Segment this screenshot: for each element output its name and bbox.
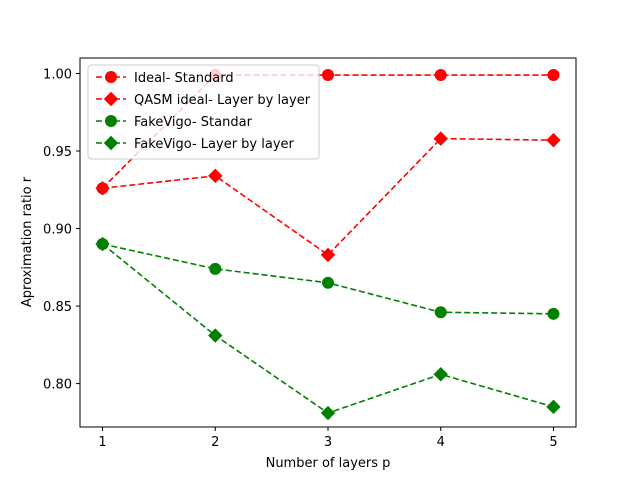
data-point — [546, 132, 561, 148]
series-2 — [95, 131, 561, 263]
legend-label: FakeVigo- Standar — [134, 115, 253, 130]
legend-item: QASM ideal- Layer by layer — [96, 91, 311, 108]
data-point — [95, 181, 110, 196]
legend-label: QASM ideal- Layer by layer — [134, 93, 311, 108]
legend-marker — [103, 135, 119, 151]
x-tick-label: 5 — [549, 435, 557, 450]
legend-marker — [105, 71, 117, 83]
legend-marker — [103, 91, 119, 107]
x-tick-label: 2 — [211, 435, 219, 450]
data-point — [320, 405, 336, 421]
series-line — [102, 137, 554, 256]
data-point — [546, 399, 561, 415]
plot-area — [95, 69, 561, 421]
series-4 — [95, 236, 561, 421]
data-point — [320, 247, 336, 263]
data-point — [434, 306, 447, 319]
x-tick-label: 4 — [437, 435, 445, 450]
legend-label: Ideal- Standard — [134, 71, 234, 86]
data-point — [208, 168, 223, 184]
data-point — [95, 236, 110, 252]
y-axis-label: Aproximation ratio r — [20, 176, 35, 307]
legend-box — [87, 64, 320, 160]
legend-item: FakeVigo- Standar — [96, 115, 253, 130]
data-point — [547, 69, 560, 82]
x-tick-label: 1 — [98, 435, 106, 450]
data-point — [547, 307, 560, 320]
data-point — [209, 262, 222, 275]
data-point — [208, 328, 223, 343]
legend-marker — [105, 115, 117, 127]
y-tick-label: 0.95 — [43, 145, 72, 160]
series-line — [102, 243, 554, 414]
y-tick-label: 0.80 — [43, 378, 72, 393]
data-point — [322, 69, 334, 82]
legend-item: Ideal- Standard — [96, 71, 234, 86]
data-point — [434, 69, 447, 82]
legend-item: FakeVigo- Layer by layer — [96, 135, 295, 152]
x-tick-label: 3 — [324, 435, 332, 450]
y-tick-label: 1.00 — [43, 68, 72, 83]
data-point — [433, 131, 448, 146]
axes: 1 2 3 4 5 0.80 0.85 0.90 0.95 1.00 — [43, 57, 577, 450]
x-axis-label: Number of layers p — [266, 456, 391, 471]
legend-label: FakeVigo- Layer by layer — [134, 137, 295, 152]
data-point — [322, 276, 334, 289]
y-tick-label: 0.90 — [43, 223, 72, 238]
legend: Ideal- Standard QASM ideal- Layer by laye… — [87, 64, 320, 160]
y-tick-label: 0.85 — [43, 300, 72, 315]
data-point — [433, 367, 448, 382]
